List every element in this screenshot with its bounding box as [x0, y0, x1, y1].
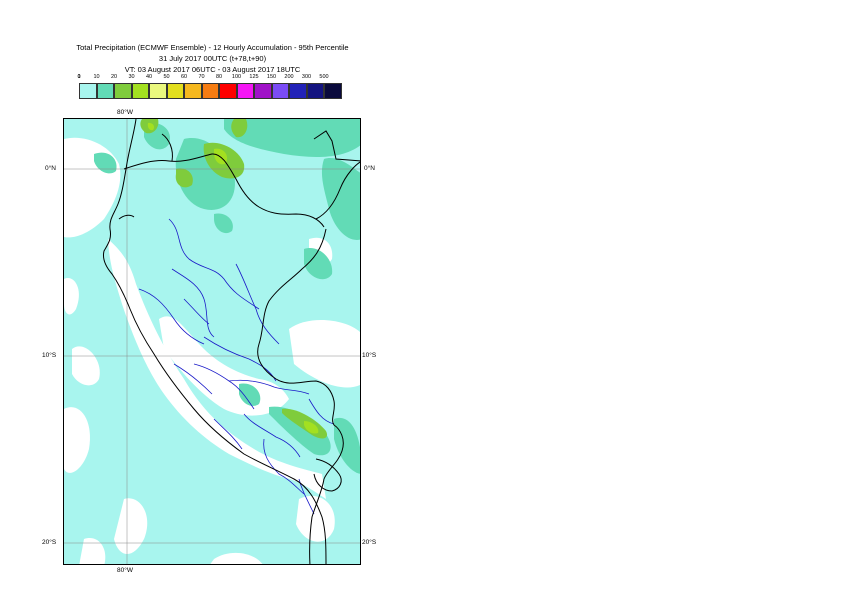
- precip-field-medium: [214, 213, 233, 234]
- region-boundary: [213, 418, 243, 450]
- map-panel: [63, 118, 361, 565]
- chart-title: Total Precipitation (ECMWF Ensemble) - 1…: [76, 43, 349, 52]
- legend-swatch: [131, 83, 149, 99]
- country-border: [313, 458, 342, 492]
- legend-tick-label: 125: [249, 74, 259, 80]
- region-boundary: [173, 363, 213, 395]
- region-boundary: [308, 398, 335, 425]
- precip-field-medium: [269, 406, 331, 456]
- region-boundary: [235, 263, 280, 345]
- precip-field-medium: [94, 152, 117, 174]
- graticule: [64, 119, 360, 564]
- country-border: [123, 153, 325, 228]
- region-boundaries: [138, 218, 335, 515]
- legend-swatch: [236, 83, 254, 99]
- chart-subtitle-validity: VT: 03 August 2017 06UTC - 03 August 201…: [124, 65, 301, 74]
- legend-tick-label: 40: [145, 74, 153, 80]
- dry-area: [64, 407, 90, 473]
- precip-field-medium: [321, 158, 360, 240]
- legend-tick-label: 500: [319, 74, 329, 80]
- legend-swatch: [79, 83, 97, 99]
- dry-area: [114, 498, 148, 554]
- legend-tick-label: 20: [110, 74, 118, 80]
- country-borders: [103, 119, 360, 564]
- legend-tick-label: 100: [231, 74, 242, 80]
- precip-field-heavy: [231, 119, 248, 138]
- lat-label-left-10s: 10°S: [42, 352, 57, 359]
- legend-tick-label: 50: [163, 74, 170, 80]
- country-border: [313, 130, 360, 162]
- country-border: [257, 228, 344, 480]
- precip-field-medium: [239, 383, 261, 406]
- color-legend: 0 1 10 20 30 40 50 60 70 80 100 125 150 200 300 500: [77, 74, 357, 106]
- region-boundary: [203, 336, 277, 382]
- precip-field-heavy: [304, 421, 319, 434]
- region-boundary: [183, 298, 210, 325]
- country-border: [118, 214, 135, 220]
- precip-field-light: [64, 119, 360, 564]
- legend-tick-label: 60: [180, 74, 188, 80]
- lat-label-right-0: 0°N: [364, 165, 375, 172]
- country-border: [315, 161, 360, 220]
- legend-swatch: [271, 83, 289, 99]
- legend-swatch: [306, 83, 324, 99]
- region-boundary: [298, 478, 315, 515]
- precip-field-medium: [304, 248, 333, 280]
- precipitation-map: [64, 119, 360, 564]
- lon-label-bottom: 80°W: [117, 567, 133, 574]
- region-boundary: [243, 413, 301, 458]
- precipitation-fields: [64, 119, 360, 564]
- legend-tick-label: 200: [284, 74, 294, 80]
- dry-area: [79, 538, 106, 564]
- dry-area: [210, 552, 263, 564]
- precip-field-heavy: [175, 168, 193, 188]
- legend-swatch: [289, 83, 307, 99]
- legend-swatch: [184, 83, 202, 99]
- legend-swatch: [96, 83, 114, 99]
- legend-swatch: [219, 83, 237, 99]
- legend-tick-label: 150: [266, 74, 277, 80]
- legend-swatch: [166, 83, 184, 99]
- dry-area: [108, 239, 326, 499]
- chart-subtitle-run: 31 July 2017 00UTC (t+78,t+90): [158, 54, 267, 63]
- legend-swatch: [149, 83, 167, 99]
- lat-label-left-20s: 20°S: [42, 539, 57, 546]
- region-boundary: [228, 379, 310, 395]
- legend-swatch: [114, 83, 132, 99]
- region-boundary: [171, 268, 215, 338]
- country-border: [161, 133, 173, 162]
- legend-tick-label: 0: [77, 74, 81, 80]
- legend-swatch: [201, 83, 219, 99]
- legend-tick-label: 30: [128, 74, 135, 80]
- legend-tick-label: 70: [198, 74, 205, 80]
- legend-tick-label: 1: [77, 74, 81, 80]
- coastline: [103, 119, 327, 564]
- dry-area: [289, 319, 360, 388]
- legend-swatch: [254, 83, 272, 99]
- lat-label-left-0: 0°N: [45, 165, 56, 172]
- precip-field-heavy: [147, 122, 155, 131]
- lat-label-right-10s: 10°S: [362, 352, 377, 359]
- region-boundary: [168, 218, 260, 310]
- country-border: [309, 478, 325, 564]
- legend-tick-label: 10: [93, 74, 100, 80]
- lon-label-top: 80°W: [117, 109, 133, 116]
- region-boundary: [138, 288, 205, 345]
- dry-area: [64, 278, 79, 315]
- precip-field-medium: [224, 119, 360, 157]
- legend-tick-label: 80: [215, 74, 223, 80]
- lat-label-right-20s: 20°S: [362, 539, 377, 546]
- legend-tick-label: 300: [301, 74, 312, 80]
- legend-swatch: [324, 83, 342, 99]
- region-boundary: [263, 438, 305, 495]
